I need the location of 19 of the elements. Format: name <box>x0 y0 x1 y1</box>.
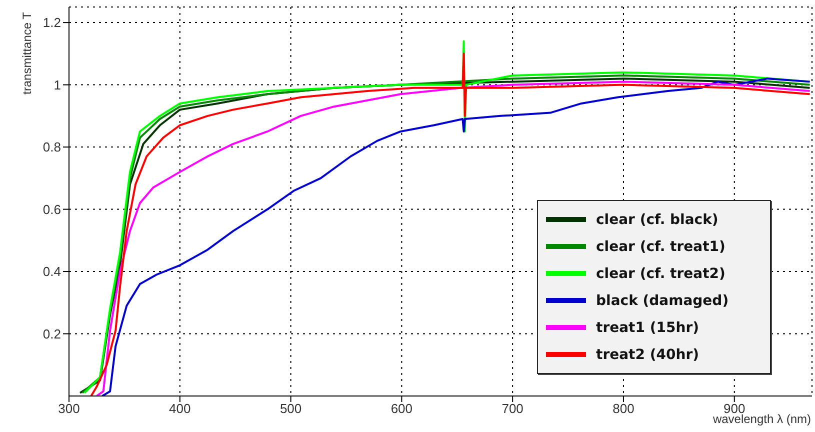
y-tick-label: 1.2 <box>42 15 61 30</box>
legend-label: treat2 (40hr) <box>596 346 699 362</box>
x-tick-label: 400 <box>169 401 191 416</box>
x-tick-label: 800 <box>612 401 634 416</box>
y-tick-label: 0.8 <box>42 140 61 155</box>
y-tick-label: 0.2 <box>42 326 61 342</box>
y-tick-label: 0.4 <box>42 264 61 280</box>
x-tick-label: 700 <box>502 401 524 416</box>
y-tick-label: 0.6 <box>42 202 61 217</box>
legend-label: black (damaged) <box>596 292 729 308</box>
legend-label: treat1 (15hr) <box>596 320 699 336</box>
legend-label: clear (cf. black) <box>596 212 718 228</box>
x-tick-label: 600 <box>390 401 413 416</box>
legend-label: clear (cf. treat2) <box>596 266 726 282</box>
y-tick-label: 1 <box>54 77 61 92</box>
legend-label: clear (cf. treat1) <box>596 238 726 254</box>
x-tick-label: 500 <box>280 401 302 416</box>
y-axis-title: transmittance T <box>20 12 34 94</box>
x-tick-label: 300 <box>58 401 80 416</box>
